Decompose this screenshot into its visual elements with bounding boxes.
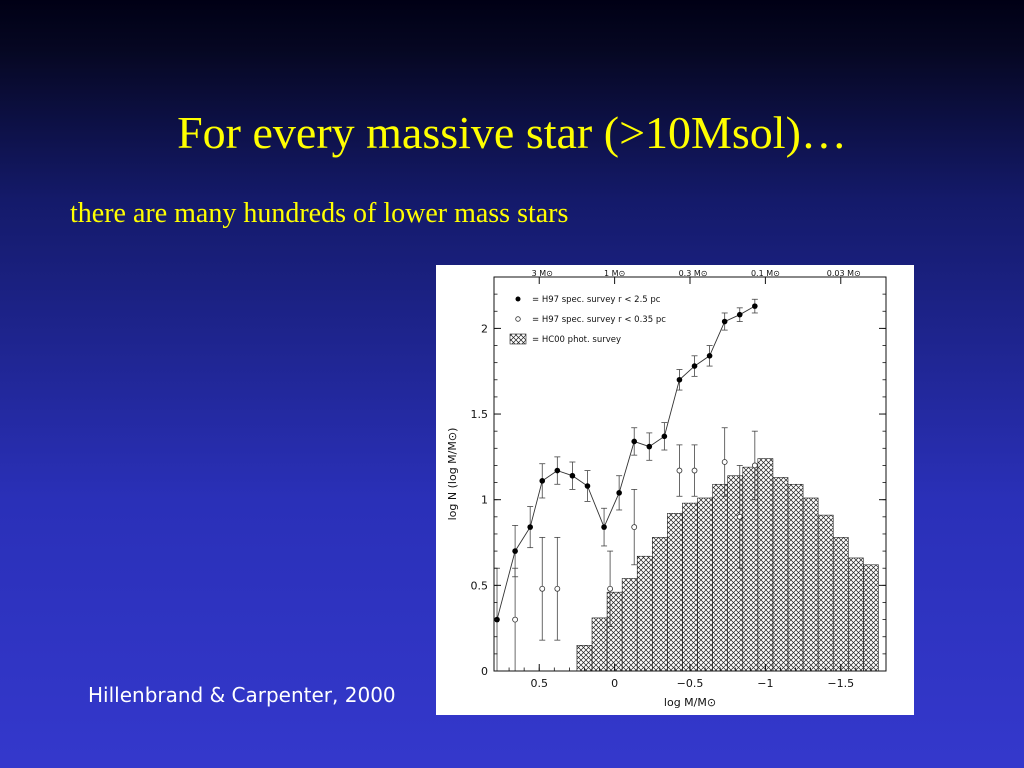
data-point [691,363,698,369]
legend-open-marker [515,316,521,322]
top-axis-label: 0.03 M⊙ [827,269,861,278]
series-open-points [512,427,758,671]
data-point [721,318,728,325]
top-axis-label: 1 M⊙ [604,269,625,278]
legend-label: = H97 spec. survey r < 2.5 pc [532,295,661,305]
data-point-open [539,585,546,592]
histogram-bar [787,483,804,672]
data-point [646,443,653,450]
data-point-open [751,462,758,469]
data-point [676,376,683,383]
histogram-bar [757,458,774,672]
data-point-open [721,459,728,465]
histogram-bar [621,578,638,672]
data-point-open [554,585,561,592]
data-point [569,472,576,479]
x-tick-label: 0 [611,677,618,690]
histogram-bar [652,537,668,672]
x-tick-label: −0.5 [677,677,704,690]
histogram-bar [576,645,593,672]
mass-function-figure: 0.5 0 −0.5 −1 −1.5 0 0.5 1 1.5 2 3 M⊙ 1 M⊙ 0.3 M⊙ 0.1… [436,265,914,715]
x-axis-label: log M/M⊙ [664,696,716,709]
histogram-bar [832,537,849,672]
y-tick-label: 0.5 [471,579,489,592]
series-filled-points [494,298,758,671]
histogram-bar [742,466,759,672]
data-point-open [736,513,743,520]
histogram-bar [591,617,608,672]
data-point [554,467,561,474]
data-point [706,353,713,359]
series-line [496,305,756,620]
data-point [601,524,607,530]
histogram-bar [772,477,789,672]
y-tick-label: 1 [481,494,488,507]
histogram-bar [667,513,683,672]
legend-label: = H97 spec. survey r < 0.35 pc [532,315,666,325]
data-point [661,433,668,440]
data-point-open [512,616,519,623]
data-point [752,303,758,309]
y-tick-label: 2 [481,322,488,335]
series-layer [494,298,758,671]
mass-function-chart: 0.5 0 −0.5 −1 −1.5 0 0.5 1 1.5 2 3 M⊙ 1 M⊙ 0.3 M⊙ 0.1… [446,269,887,709]
histogram-bar [727,475,744,672]
legend-hatch-marker [509,333,527,345]
y-axis-label: log N (log M/M⊙) [446,428,459,521]
data-point [631,438,638,445]
histogram-bar [848,557,864,672]
x-tick-label: −1 [757,677,773,690]
top-axis-label: 3 M⊙ [532,269,553,278]
data-point-open [676,467,683,474]
chart-legend: = H97 spec. survey r < 2.5 pc = H97 spec.… [509,295,666,345]
legend-filled-marker [515,296,521,302]
tick-layer: 0.5 0 −0.5 −1 −1.5 0 0.5 1 1.5 2 3 M⊙ 1 M⊙ 0.3 M⊙ 0.1… [471,269,886,690]
histogram-layer [576,458,879,672]
data-point-open [607,585,613,592]
histogram-bar [606,591,623,672]
figure-credit: Hillenbrand & Carpenter, 2000 [88,683,396,707]
data-point [539,478,546,484]
data-point [512,548,518,554]
y-tick-label: 0 [481,665,488,678]
data-point [584,483,591,489]
histogram-bar [863,564,879,672]
slide-subtitle: there are many hundreds of lower mass st… [70,198,569,229]
data-point-open [631,524,638,531]
histogram-bar [712,483,728,672]
slide-title: For every massive star (>10Msol)… [177,107,847,158]
histogram-bar [817,514,834,672]
histogram-bar [802,497,819,672]
data-point [527,524,533,530]
data-point [616,490,622,496]
data-point-open [691,467,698,474]
data-point [736,311,743,318]
y-tick-label: 1.5 [471,408,489,421]
x-tick-label: 0.5 [530,677,548,690]
legend-label: = HC00 phot. survey [532,335,621,345]
top-axis-label: 0.1 M⊙ [751,269,780,278]
top-axis-label: 0.3 M⊙ [679,269,708,278]
histogram-bar [682,502,698,672]
x-tick-label: −1.5 [827,677,854,690]
histogram-bar [697,497,713,672]
histogram-bar [636,555,653,672]
